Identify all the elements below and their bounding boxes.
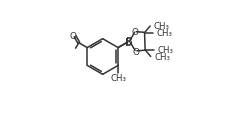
Text: CH₃: CH₃ — [154, 22, 170, 31]
Text: B: B — [126, 37, 133, 47]
Text: O: O — [69, 32, 76, 40]
Text: CH₃: CH₃ — [158, 46, 174, 55]
Text: CH₃: CH₃ — [110, 73, 126, 82]
Text: O: O — [133, 47, 140, 56]
Text: CH₃: CH₃ — [154, 53, 170, 62]
Text: O: O — [132, 28, 139, 37]
Text: B: B — [125, 37, 132, 47]
Text: CH₃: CH₃ — [157, 28, 173, 38]
